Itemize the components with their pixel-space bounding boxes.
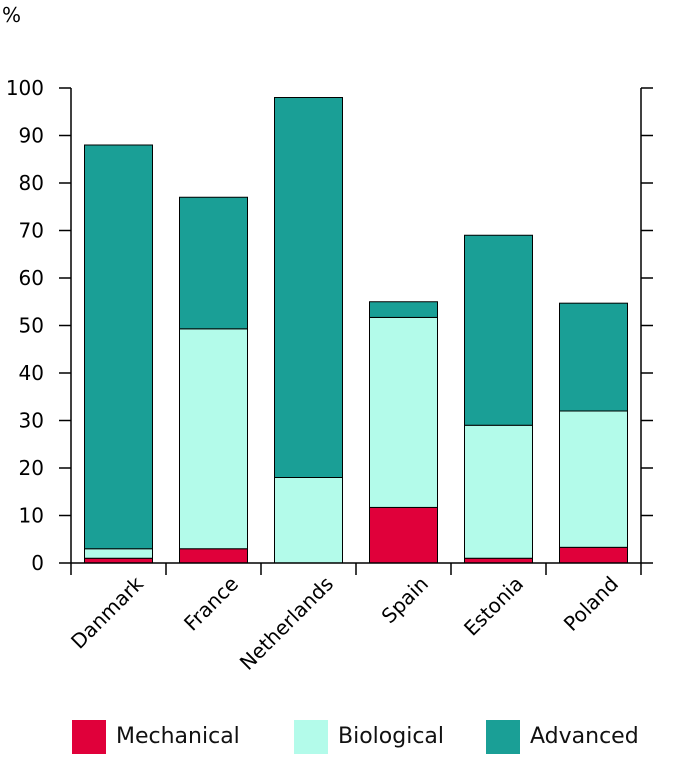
y-tick-label: 30	[19, 409, 44, 433]
x-tick-label-estonia: Estonia	[459, 572, 528, 641]
x-tick-label-netherlands: Netherlands	[235, 572, 338, 675]
bar-spain-advanced	[369, 301, 438, 318]
legend-swatch-advanced	[486, 720, 520, 754]
bar-netherlands-biological	[274, 477, 343, 564]
bar-estonia-biological	[464, 424, 533, 559]
y-tick-label: 40	[19, 361, 44, 385]
x-tick-label-poland: Poland	[559, 572, 623, 636]
legend-swatch-mechanical	[72, 720, 106, 754]
bar-spain-mechanical	[369, 506, 438, 564]
stacked-bar-chart: % 0 10 20 30 40 50 60 70 80 90 100 Danmark FranceNe…	[2, 3, 653, 675]
axes-group	[70, 88, 642, 564]
bars-group	[84, 97, 628, 564]
y-tick-label: 10	[19, 504, 44, 528]
bar-poland-biological	[559, 410, 628, 548]
bar-estonia-advanced	[464, 234, 533, 426]
legend-label-mechanical: Mechanical	[116, 724, 240, 749]
legend-swatch-biological	[294, 720, 328, 754]
legend: Mechanical Biological Advanced	[0, 715, 674, 759]
legend-label-biological: Biological	[338, 724, 445, 749]
y-tick-label: 0	[31, 551, 44, 575]
y-tick-label: 80	[19, 171, 44, 195]
y-ticks-group: 0 10 20 30 40 50 60 70 80 90 100	[6, 76, 653, 575]
x-tick-label-danmark: Danmark	[66, 571, 148, 653]
y-tick-label: 60	[19, 266, 44, 290]
x-tick-label-spain: Spain	[377, 572, 433, 628]
y-tick-label: 70	[19, 219, 44, 243]
y-tick-label: 90	[19, 124, 44, 148]
bar-france-mechanical	[179, 548, 248, 564]
bar-france-biological	[179, 328, 248, 550]
bar-danmark-biological	[84, 548, 153, 559]
y-tick-label: 100	[6, 76, 44, 100]
x-tick-label-france: France	[179, 572, 243, 636]
bar-poland-advanced	[559, 302, 628, 412]
bar-danmark-advanced	[84, 144, 153, 550]
bar-spain-biological	[369, 316, 438, 508]
bar-poland-mechanical	[559, 546, 628, 564]
bar-france-advanced	[179, 196, 248, 330]
bar-netherlands-advanced	[274, 97, 343, 478]
y-tick-label: 20	[19, 456, 44, 480]
y-tick-label: 50	[19, 314, 44, 338]
legend-label-advanced: Advanced	[530, 724, 639, 749]
y-axis-label: %	[2, 3, 21, 27]
